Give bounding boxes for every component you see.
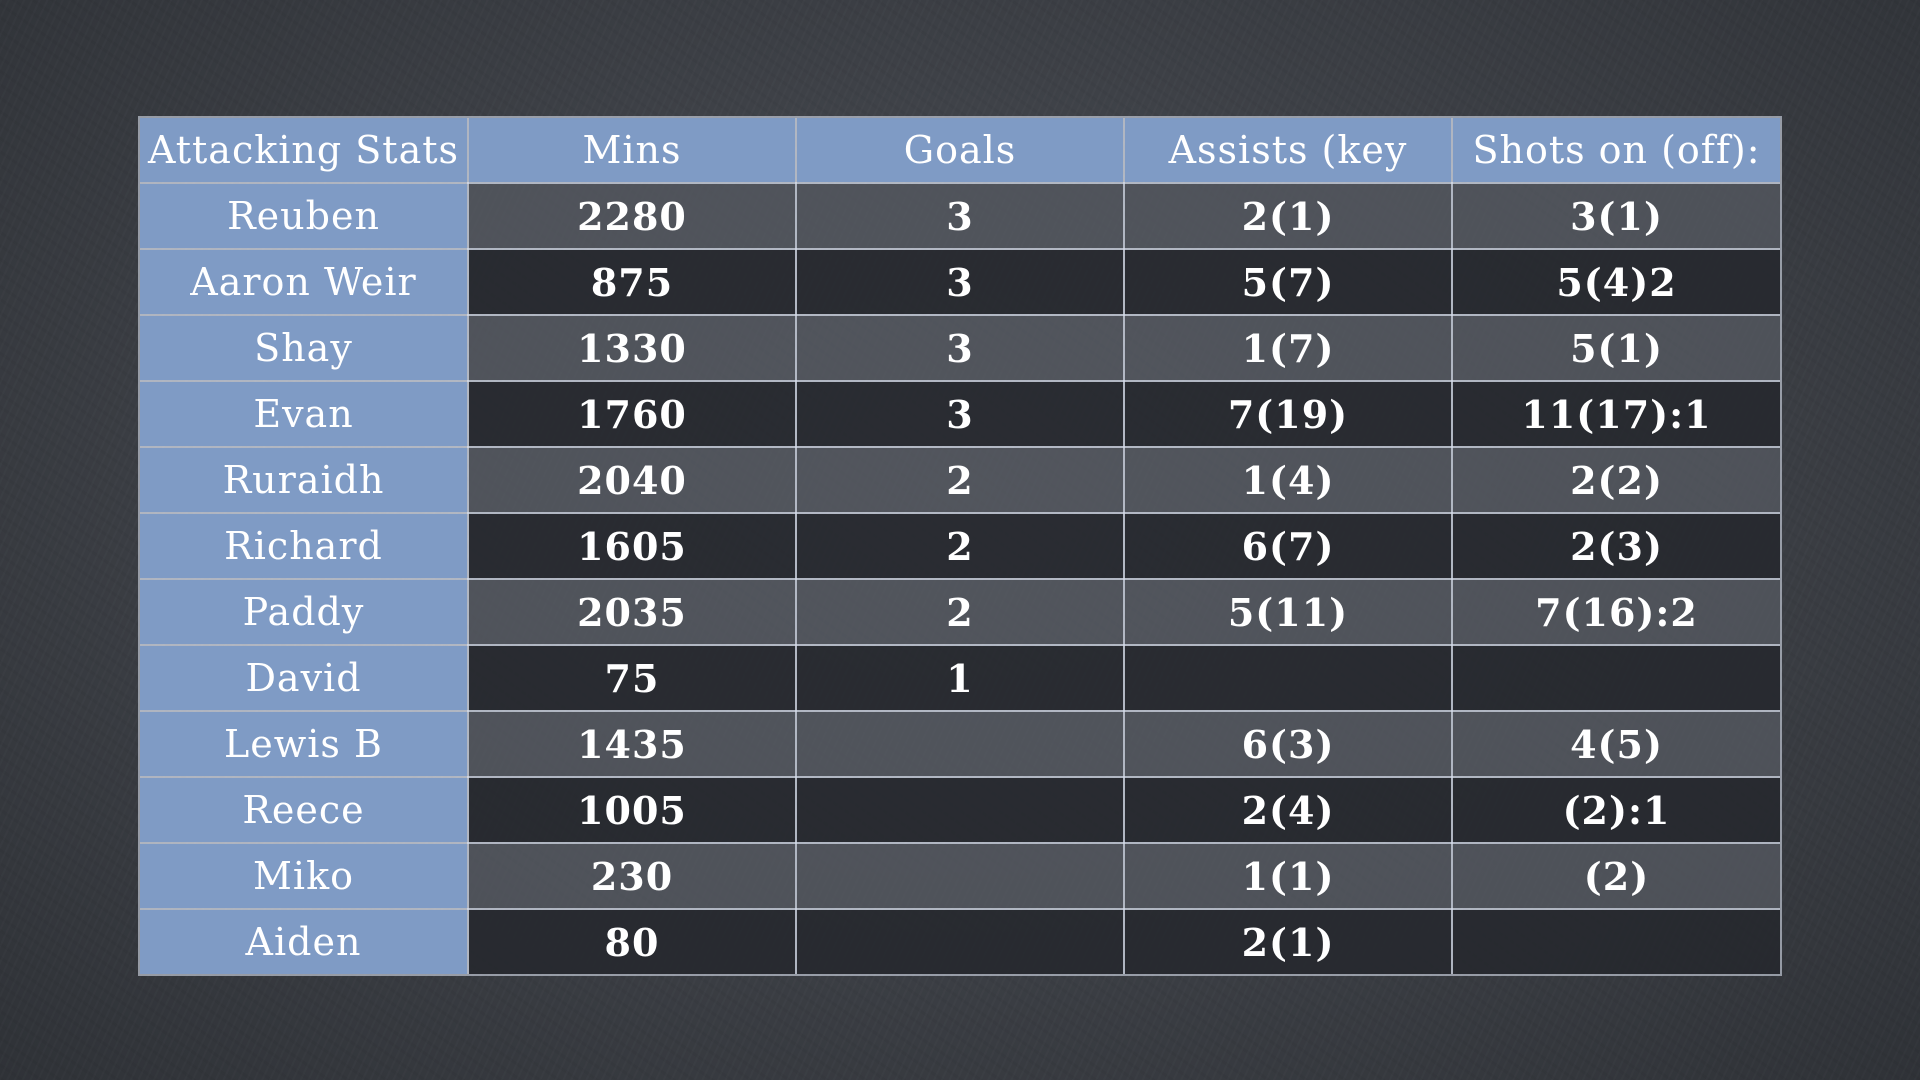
header-goals: Goals [796, 118, 1125, 184]
attacking-stats-table-container: Attacking Stats Mins Goals Assists (key … [138, 116, 1782, 976]
table-row: Reece 1005 2(4) (2):1 [140, 777, 1780, 844]
assists-cell: 1(1) [1124, 843, 1453, 910]
attacking-stats-table: Attacking Stats Mins Goals Assists (key … [138, 116, 1782, 976]
mins-cell: 875 [468, 249, 797, 316]
goals-cell [796, 777, 1125, 844]
player-name-cell: Reuben [140, 183, 469, 250]
mins-cell: 75 [468, 645, 797, 712]
table-row: David 75 1 [140, 645, 1780, 712]
mins-cell: 1605 [468, 513, 797, 580]
table-row: Aiden 80 2(1) [140, 909, 1780, 974]
table-header-row: Attacking Stats Mins Goals Assists (key … [140, 118, 1780, 184]
player-name-cell: Ruraidh [140, 447, 469, 514]
mins-cell: 2040 [468, 447, 797, 514]
header-attacking-stats: Attacking Stats [140, 118, 469, 184]
table-body: Reuben 2280 3 2(1) 3(1) Aaron Weir 875 3 5(7) 5(4… [140, 183, 1780, 974]
player-name-cell: Aiden [140, 909, 469, 974]
player-name-cell: Paddy [140, 579, 469, 646]
table-row: Richard 1605 2 6(7) 2(3) [140, 513, 1780, 580]
assists-cell: 6(7) [1124, 513, 1453, 580]
goals-cell: 3 [796, 381, 1125, 448]
assists-cell: 1(7) [1124, 315, 1453, 382]
player-name-cell: Evan [140, 381, 469, 448]
assists-cell: 5(11) [1124, 579, 1453, 646]
goals-cell: 3 [796, 315, 1125, 382]
assists-cell [1124, 645, 1453, 712]
shots-cell: 2(3) [1452, 513, 1780, 580]
table-row: Miko 230 1(1) (2) [140, 843, 1780, 910]
table-row: Lewis B 1435 6(3) 4(5) [140, 711, 1780, 778]
table-row: Ruraidh 2040 2 1(4) 2(2) [140, 447, 1780, 514]
mins-cell: 80 [468, 909, 797, 974]
shots-cell: (2) [1452, 843, 1780, 910]
goals-cell: 1 [796, 645, 1125, 712]
player-name-cell: David [140, 645, 469, 712]
header-mins: Mins [468, 118, 797, 184]
mins-cell: 2035 [468, 579, 797, 646]
assists-cell: 5(7) [1124, 249, 1453, 316]
mins-cell: 1330 [468, 315, 797, 382]
table-row: Shay 1330 3 1(7) 5(1) [140, 315, 1780, 382]
goals-cell: 3 [796, 183, 1125, 250]
player-name-cell: Shay [140, 315, 469, 382]
assists-cell: 2(1) [1124, 909, 1453, 974]
player-name-cell: Richard [140, 513, 469, 580]
shots-cell: 3(1) [1452, 183, 1780, 250]
header-shots: Shots on (off): [1452, 118, 1780, 184]
shots-cell: 11(17):1 [1452, 381, 1780, 448]
mins-cell: 1005 [468, 777, 797, 844]
assists-cell: 7(19) [1124, 381, 1453, 448]
shots-cell: (2):1 [1452, 777, 1780, 844]
shots-cell [1452, 645, 1780, 712]
table-row: Reuben 2280 3 2(1) 3(1) [140, 183, 1780, 250]
player-name-cell: Miko [140, 843, 469, 910]
assists-cell: 6(3) [1124, 711, 1453, 778]
goals-cell [796, 711, 1125, 778]
player-name-cell: Lewis B [140, 711, 469, 778]
mins-cell: 2280 [468, 183, 797, 250]
shots-cell: 5(4)2 [1452, 249, 1780, 316]
player-name-cell: Aaron Weir [140, 249, 469, 316]
player-name-cell: Reece [140, 777, 469, 844]
mins-cell: 230 [468, 843, 797, 910]
table-row: Paddy 2035 2 5(11) 7(16):2 [140, 579, 1780, 646]
table-row: Aaron Weir 875 3 5(7) 5(4)2 [140, 249, 1780, 316]
assists-cell: 2(1) [1124, 183, 1453, 250]
table-row: Evan 1760 3 7(19) 11(17):1 [140, 381, 1780, 448]
mins-cell: 1435 [468, 711, 797, 778]
shots-cell: 2(2) [1452, 447, 1780, 514]
assists-cell: 1(4) [1124, 447, 1453, 514]
header-assists: Assists (key [1124, 118, 1453, 184]
mins-cell: 1760 [468, 381, 797, 448]
shots-cell [1452, 909, 1780, 974]
assists-cell: 2(4) [1124, 777, 1453, 844]
goals-cell: 3 [796, 249, 1125, 316]
goals-cell [796, 909, 1125, 974]
goals-cell: 2 [796, 579, 1125, 646]
shots-cell: 5(1) [1452, 315, 1780, 382]
goals-cell: 2 [796, 513, 1125, 580]
shots-cell: 4(5) [1452, 711, 1780, 778]
goals-cell: 2 [796, 447, 1125, 514]
goals-cell [796, 843, 1125, 910]
shots-cell: 7(16):2 [1452, 579, 1780, 646]
